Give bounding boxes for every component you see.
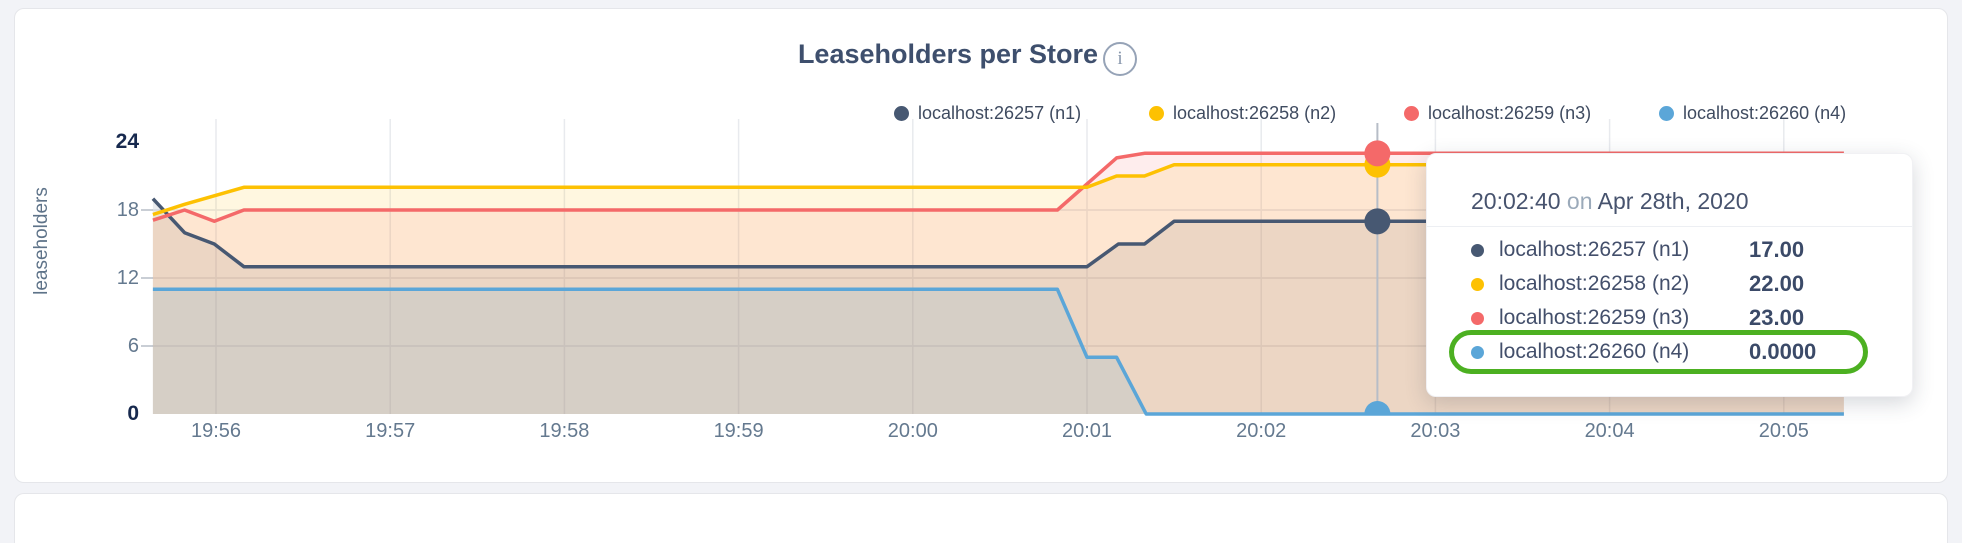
series-area-n3 xyxy=(152,153,1844,415)
chart-plot-area[interactable] xyxy=(15,9,1949,484)
hover-dot-n4 xyxy=(1364,401,1391,415)
legend-item-n2[interactable]: localhost:26258 (n2) xyxy=(1149,103,1336,124)
hover-dot-n3 xyxy=(1364,140,1391,167)
x-tick-label-20:05: 20:05 xyxy=(1758,420,1809,442)
tooltip-row-name: localhost:26257 (n1) xyxy=(1499,238,1690,261)
tooltip-row-name: localhost:26258 (n2) xyxy=(1499,272,1690,295)
legend-dot-n2 xyxy=(1149,106,1164,121)
tooltip-row-n3: localhost:26259 (n3) 23.00 xyxy=(1471,301,1882,335)
series-line-n4 xyxy=(152,287,1844,416)
x-tick-label-19:57: 19:57 xyxy=(365,420,416,442)
x-tick-label-20:03: 20:03 xyxy=(1410,420,1461,442)
tooltip-row-n1: localhost:26257 (n1) 17.00 xyxy=(1471,233,1882,267)
x-tick-label-19:58: 19:58 xyxy=(539,420,590,442)
tooltip-time: 20:02:40 xyxy=(1471,188,1561,214)
legend-label: localhost:26259 (n3) xyxy=(1428,103,1592,123)
tooltip-row-value: 0.0000 xyxy=(1749,339,1817,364)
tooltip-row-value: 23.00 xyxy=(1749,305,1805,330)
tooltip-row-name: localhost:26260 (n4) xyxy=(1499,340,1690,363)
chart-title: Leaseholders per Store xyxy=(797,39,1099,69)
legend-label: localhost:26260 (n4) xyxy=(1683,103,1847,123)
legend-item-n4[interactable]: localhost:26260 (n4) xyxy=(1659,103,1846,124)
next-section-card xyxy=(14,493,1948,543)
x-tick-label-20:02: 20:02 xyxy=(1236,420,1287,442)
y-tick-label-24: 24 xyxy=(115,130,139,153)
tooltip-row-value: 22.00 xyxy=(1749,271,1805,296)
y-tick-label-0: 0 xyxy=(127,402,139,425)
series-line-n3 xyxy=(152,151,1844,224)
x-tick-label-20:04: 20:04 xyxy=(1584,420,1635,442)
tooltip-row-n2: localhost:26258 (n2) 22.00 xyxy=(1471,267,1882,301)
y-tick-label-12: 12 xyxy=(116,267,139,289)
x-tick-label-20:00: 20:00 xyxy=(887,420,938,442)
tooltip-rows: localhost:26257 (n1) 17.00 localhost:26258… xyxy=(1427,227,1912,369)
tooltip-row-name: localhost:26259 (n3) xyxy=(1499,306,1690,329)
tooltip-divider xyxy=(1427,226,1912,227)
series-area-n1 xyxy=(152,198,1844,414)
tooltip-row-dot-n3 xyxy=(1471,311,1484,325)
tooltip-row-dot-n2 xyxy=(1471,277,1484,291)
y-tick-label-18: 18 xyxy=(116,199,139,221)
series-line-n2 xyxy=(152,162,1844,217)
tooltip-on-word: on xyxy=(1566,188,1593,214)
legend-label: localhost:26258 (n2) xyxy=(1173,103,1337,123)
hover-dot-n1 xyxy=(1364,208,1391,235)
tooltip-row-dot-n1 xyxy=(1471,243,1484,257)
tooltip-row-n4: localhost:26260 (n4) 0.0000 xyxy=(1471,335,1882,369)
legend-dot-n1 xyxy=(894,106,909,121)
tooltip-row-value: 17.00 xyxy=(1749,237,1805,262)
tooltip-date: Apr 28th, 2020 xyxy=(1597,188,1749,214)
x-tick-label-19:59: 19:59 xyxy=(713,420,764,442)
y-tick-label-6: 6 xyxy=(127,335,139,357)
tooltip-title: 20:02:40 on Apr 28th, 2020 xyxy=(1471,186,1882,216)
legend-item-n1[interactable]: localhost:26257 (n1) xyxy=(894,103,1081,124)
series-line-n1 xyxy=(151,197,1844,269)
series-area-n4 xyxy=(152,289,1844,414)
legend-label: localhost:26257 (n1) xyxy=(918,103,1082,123)
tooltip-row-dot-n4 xyxy=(1471,345,1484,359)
chart-card: Leaseholders per Store i localhost:26257… xyxy=(14,8,1948,483)
legend-dot-n4 xyxy=(1659,106,1674,121)
hover-tooltip: 20:02:40 on Apr 28th, 2020 localhost:262… xyxy=(1426,153,1913,397)
legend-dot-n3 xyxy=(1404,106,1419,121)
x-tick-label-20:01: 20:01 xyxy=(1061,420,1113,442)
info-icon[interactable]: i xyxy=(1103,42,1137,76)
legend-item-n3[interactable]: localhost:26259 (n3) xyxy=(1404,103,1591,124)
x-tick-label-19:56: 19:56 xyxy=(190,420,242,442)
